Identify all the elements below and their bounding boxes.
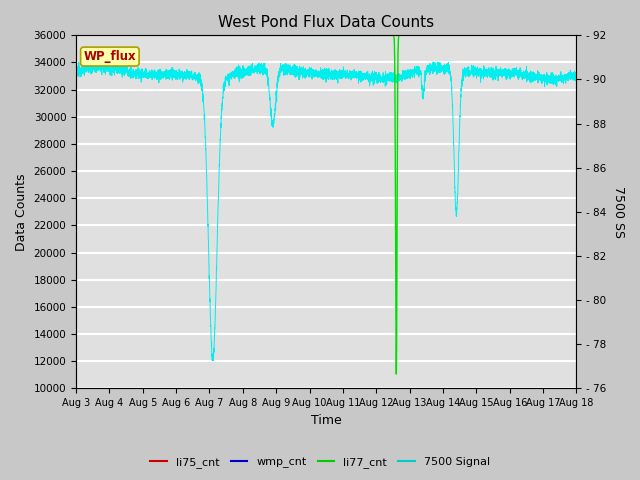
Legend: li75_cnt, wmp_cnt, li77_cnt, 7500 Signal: li75_cnt, wmp_cnt, li77_cnt, 7500 Signal	[146, 452, 494, 472]
Title: West Pond Flux Data Counts: West Pond Flux Data Counts	[218, 15, 435, 30]
Y-axis label: 7500 SS: 7500 SS	[612, 186, 625, 238]
Text: WP_flux: WP_flux	[84, 50, 136, 63]
X-axis label: Time: Time	[311, 414, 342, 427]
Y-axis label: Data Counts: Data Counts	[15, 173, 28, 251]
